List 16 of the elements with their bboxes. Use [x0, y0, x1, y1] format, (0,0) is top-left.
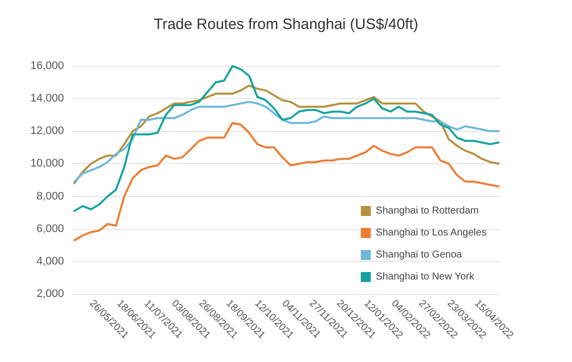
legend-label: Shanghai to Los Angeles	[376, 228, 486, 238]
y-tick-label: 14,000	[30, 92, 64, 105]
y-tick-label: 6,000	[36, 222, 64, 235]
line-series	[73, 122, 500, 242]
legend-label: Shanghai to New York	[376, 272, 476, 282]
line-series	[73, 100, 500, 183]
y-tick-label: 12,000	[30, 125, 64, 138]
chart-title: Trade Routes from Shanghai (US$/40ft)	[154, 16, 418, 33]
y-tick-label: 4,000	[36, 255, 64, 268]
legend-label: Shanghai to Genoa	[376, 250, 462, 260]
y-tick-label: 10,000	[30, 158, 64, 170]
y-tick-label: 16,000	[30, 60, 64, 72]
y-tick-label: 8,000	[36, 190, 64, 202]
y-tick-label: 2,000	[36, 288, 64, 300]
legend-label: Shanghai to Rotterdam	[376, 206, 479, 216]
line-series	[73, 84, 500, 184]
